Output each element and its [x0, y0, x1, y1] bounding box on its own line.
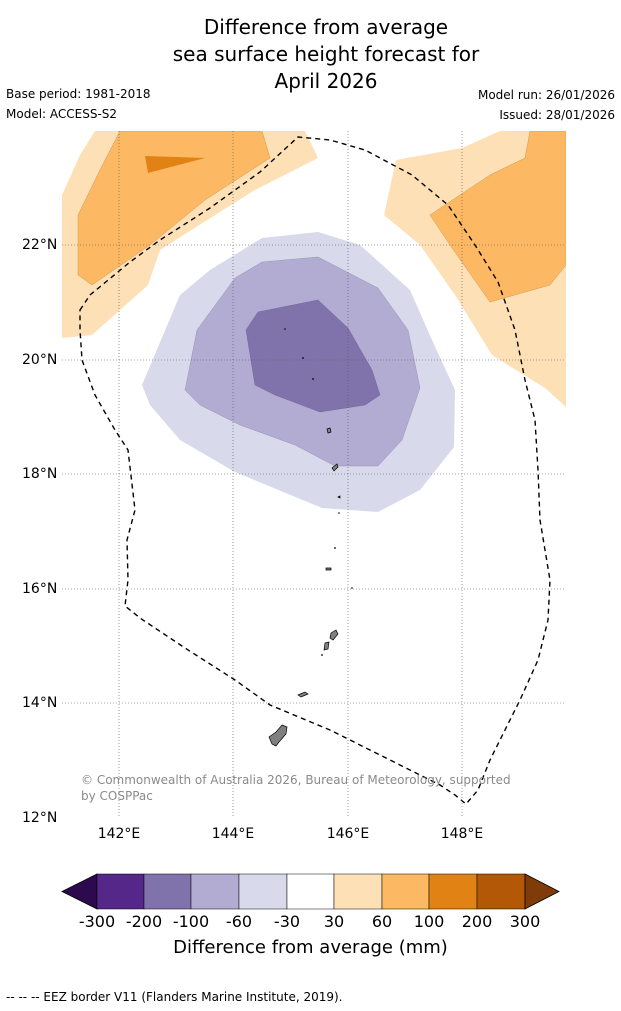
cb-tick-m30: -30: [273, 912, 301, 931]
cb-tick-p100: 100: [413, 912, 445, 931]
island-asuncion: [312, 378, 314, 380]
lon-label-142e: 142°E: [97, 826, 141, 842]
lon-label-146e: 146°E: [326, 826, 370, 842]
negative-anomaly-100-200: [245, 299, 381, 413]
lon-label-148e: 148°E: [440, 826, 484, 842]
island-alamagan: [337, 495, 341, 499]
copyright-notice: © Commonwealth of Australia 2026, Bureau…: [81, 773, 511, 803]
model-run-date: Model run: 26/01/2026: [477, 88, 615, 102]
island-sarigan: [334, 547, 336, 549]
colorbar-swatch-5: [286, 873, 335, 910]
title-line-1: Difference from average: [203, 15, 449, 39]
cb-tick-m100: -100: [172, 912, 210, 931]
island-agrihan: [326, 427, 332, 434]
colorbar-label: Difference from average (mm): [173, 937, 448, 958]
lat-label-16n: 16°N: [22, 581, 58, 597]
lat-label-14n: 14°N: [22, 695, 58, 711]
colorbar-extend-low: [61, 873, 98, 910]
colorbar-swatch-3: [190, 873, 240, 910]
lat-label-18n: 18°N: [22, 466, 58, 482]
lon-label-144e: 144°E: [211, 826, 255, 842]
island-maug: [302, 357, 304, 359]
cb-tick-p200: 200: [461, 912, 493, 931]
lat-label-12n: 12°N: [22, 810, 58, 826]
positive-anomaly-100-200-west: [145, 156, 205, 173]
eez-legend-note: -- -- -- EEZ border V11 (Flanders Marine…: [6, 990, 343, 1004]
lat-label-20n: 20°N: [22, 352, 58, 368]
island-uracas: [284, 328, 286, 330]
eez-border: [79, 136, 551, 805]
colorbar-swatch-9: [476, 873, 526, 910]
positive-anomaly-60-100-west: [77, 131, 271, 286]
island-aguijan: [321, 654, 323, 656]
colorbar-swatch-7: [381, 873, 430, 910]
colorbar-swatch-1: [96, 873, 145, 910]
cb-tick-p30: 30: [323, 912, 345, 931]
island-pagan: [331, 463, 339, 472]
base-period: Base period: 1981-2018: [6, 87, 151, 101]
map-gridlines: [62, 131, 566, 818]
map-title: Difference from average sea surface heig…: [0, 14, 621, 95]
colorbar-swatch-6: [333, 873, 383, 910]
cb-tick-m200: -200: [125, 912, 163, 931]
model-name: Model: ACCESS-S2: [6, 107, 118, 121]
island-guguan: [338, 512, 340, 514]
cb-tick-m300: -300: [78, 912, 116, 931]
island-tinian: [323, 641, 330, 651]
island-guam: [268, 724, 288, 747]
title-line-2: sea surface height forecast for: [172, 42, 480, 66]
colorbar-swatch-2: [143, 873, 192, 910]
island-saipan: [329, 629, 339, 641]
cb-tick-p60: 60: [371, 912, 393, 931]
cb-tick-m60: -60: [225, 912, 253, 931]
colorbar-extend-high: [524, 873, 560, 910]
island-farallon: [351, 587, 353, 589]
issued-date: Issued: 28/01/2026: [499, 108, 615, 122]
island-anatahan: [325, 567, 332, 571]
colorbar-swatch-4: [238, 873, 288, 910]
lat-label-22n: 22°N: [22, 237, 58, 253]
positive-anomaly-60-100-east: [429, 131, 566, 303]
cb-tick-p300: 300: [509, 912, 541, 931]
sea-surface-height-map: [62, 131, 566, 818]
title-line-3: April 2026: [274, 69, 378, 93]
colorbar-swatch-8: [428, 873, 478, 910]
island-rota: [297, 691, 309, 698]
